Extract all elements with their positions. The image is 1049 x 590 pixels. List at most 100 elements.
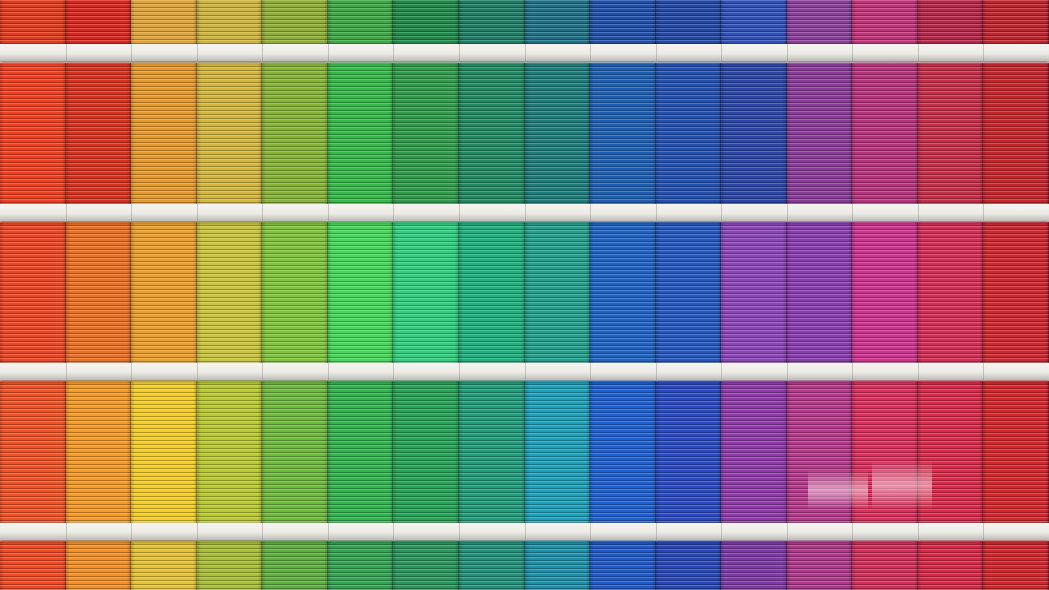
slab-seam	[656, 44, 657, 61]
slab-seam	[131, 363, 132, 380]
color-panel	[458, 381, 525, 523]
color-panel	[327, 541, 394, 590]
color-panel	[0, 541, 66, 590]
slab-seam	[918, 44, 919, 61]
slab-seam	[656, 204, 657, 221]
color-panel	[590, 541, 656, 590]
color-panel	[721, 381, 787, 523]
color-panel	[983, 381, 1049, 523]
color-panel	[786, 541, 853, 590]
slab-seam	[918, 363, 919, 380]
slab-seam	[459, 44, 460, 61]
slab-seam	[590, 523, 591, 540]
slab-seam	[590, 363, 591, 380]
color-panel	[655, 0, 722, 44]
color-panel	[327, 381, 394, 523]
color-panel	[393, 222, 459, 363]
color-panel	[917, 381, 984, 523]
color-panel	[262, 0, 328, 44]
panel-row	[0, 222, 1049, 363]
color-panel	[524, 222, 591, 363]
slab-seam	[459, 204, 460, 221]
color-panel	[458, 63, 525, 204]
color-panel	[917, 0, 984, 44]
slab-seam	[787, 44, 788, 61]
color-panel	[327, 0, 394, 44]
slab-seam	[328, 363, 329, 380]
color-panel	[721, 0, 787, 44]
color-panel	[852, 222, 918, 363]
slab-seam	[983, 363, 984, 380]
color-panel	[131, 381, 197, 523]
color-panel	[262, 381, 328, 523]
slab-seam	[459, 523, 460, 540]
color-panel	[196, 0, 263, 44]
slab-seam	[66, 523, 67, 540]
panel-row	[0, 0, 1049, 44]
slab-seam	[852, 204, 853, 221]
color-panel	[721, 222, 787, 363]
color-panel	[0, 381, 66, 523]
slab-seam	[787, 204, 788, 221]
color-panel	[131, 222, 197, 363]
slab-seam	[983, 204, 984, 221]
slab-seam	[721, 523, 722, 540]
slab-seam	[262, 204, 263, 221]
color-panel	[590, 381, 656, 523]
slab-seam	[66, 44, 67, 61]
slab-seam	[918, 204, 919, 221]
slab-seam	[983, 44, 984, 61]
slab-seam	[852, 363, 853, 380]
color-panel	[0, 0, 66, 44]
slab-seam	[393, 204, 394, 221]
color-panel	[655, 381, 722, 523]
color-panel	[262, 222, 328, 363]
color-panel	[327, 63, 394, 204]
color-panel	[655, 541, 722, 590]
color-panel	[852, 63, 918, 204]
slab-seam	[459, 363, 460, 380]
color-panel	[721, 541, 787, 590]
slab-seam	[590, 204, 591, 221]
color-panel	[983, 0, 1049, 44]
color-panel	[917, 63, 984, 204]
color-panel	[590, 0, 656, 44]
slab-seam	[328, 204, 329, 221]
color-panel	[590, 222, 656, 363]
color-panel	[393, 541, 459, 590]
panel-row	[0, 541, 1049, 590]
color-panel	[0, 63, 66, 204]
slab-seam	[525, 523, 526, 540]
color-panel	[0, 222, 66, 363]
color-panel	[786, 222, 853, 363]
slab-seam	[66, 204, 67, 221]
slab-seam	[197, 44, 198, 61]
slab-seam	[721, 44, 722, 61]
slab-seam	[131, 204, 132, 221]
color-panel	[458, 222, 525, 363]
color-panel	[65, 63, 132, 204]
color-panel	[393, 0, 459, 44]
slab-seam	[262, 44, 263, 61]
floor-slab	[0, 44, 1049, 61]
slab-seam	[262, 523, 263, 540]
color-panel	[65, 381, 132, 523]
panel-row	[0, 63, 1049, 204]
slab-seam	[852, 44, 853, 61]
color-panel	[65, 0, 132, 44]
color-panel	[458, 0, 525, 44]
color-panel	[852, 541, 918, 590]
color-panel	[983, 63, 1049, 204]
slab-seam	[393, 363, 394, 380]
slab-seam	[721, 204, 722, 221]
color-panel	[524, 381, 591, 523]
slab-seam	[787, 363, 788, 380]
color-panel	[262, 63, 328, 204]
color-panel	[458, 541, 525, 590]
slab-seam	[721, 363, 722, 380]
slab-seam	[393, 44, 394, 61]
slab-seam	[197, 363, 198, 380]
color-panel	[196, 541, 263, 590]
slab-seam	[525, 204, 526, 221]
